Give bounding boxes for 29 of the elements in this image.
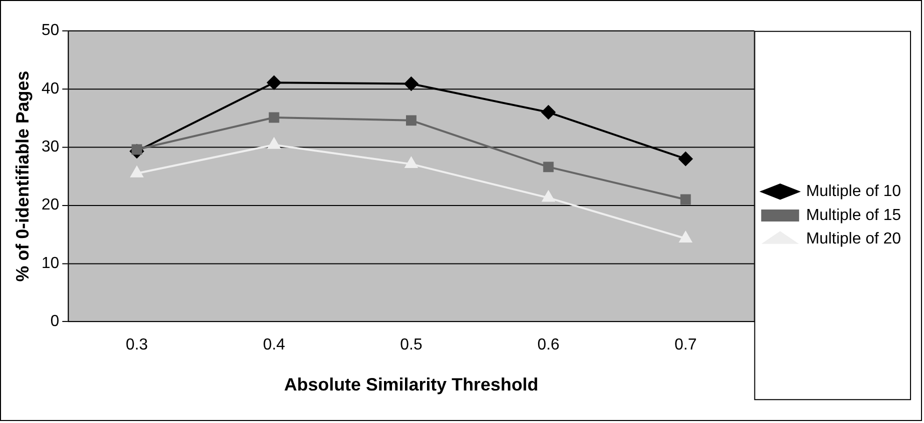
point <box>680 194 691 205</box>
point <box>542 190 555 202</box>
legend-label: Multiple of 15 <box>806 206 902 224</box>
point <box>130 166 144 178</box>
legend-label: Multiple of 20 <box>806 230 902 248</box>
x-tick-label: 0.6 <box>537 336 560 354</box>
point <box>678 152 693 166</box>
point <box>268 138 280 149</box>
point <box>404 76 418 91</box>
y-tick-label: 40 <box>42 80 60 98</box>
point <box>541 105 556 120</box>
x-tick-label: 0.7 <box>674 336 697 354</box>
y-tick-label: 50 <box>42 22 60 40</box>
x-tick-label: 0.5 <box>400 336 422 354</box>
x-tick-label: 0.4 <box>262 336 286 354</box>
x-tick-label: 0.3 <box>126 336 148 354</box>
y-tick-label: 0 <box>50 313 60 330</box>
y-tick-label: 10 <box>42 254 60 272</box>
legend-label: Multiple of 10 <box>806 182 902 200</box>
point <box>679 232 692 242</box>
x-axis-title: Absolute Similarity Threshold <box>284 374 538 394</box>
point <box>543 162 554 172</box>
point <box>406 115 416 126</box>
point <box>268 112 280 123</box>
y-tick-label: 30 <box>42 138 60 156</box>
point <box>267 76 282 90</box>
y-axis-title: % of 0-identifiable Pages <box>12 70 33 282</box>
point <box>405 157 418 168</box>
y-tick-label: 20 <box>42 196 60 214</box>
